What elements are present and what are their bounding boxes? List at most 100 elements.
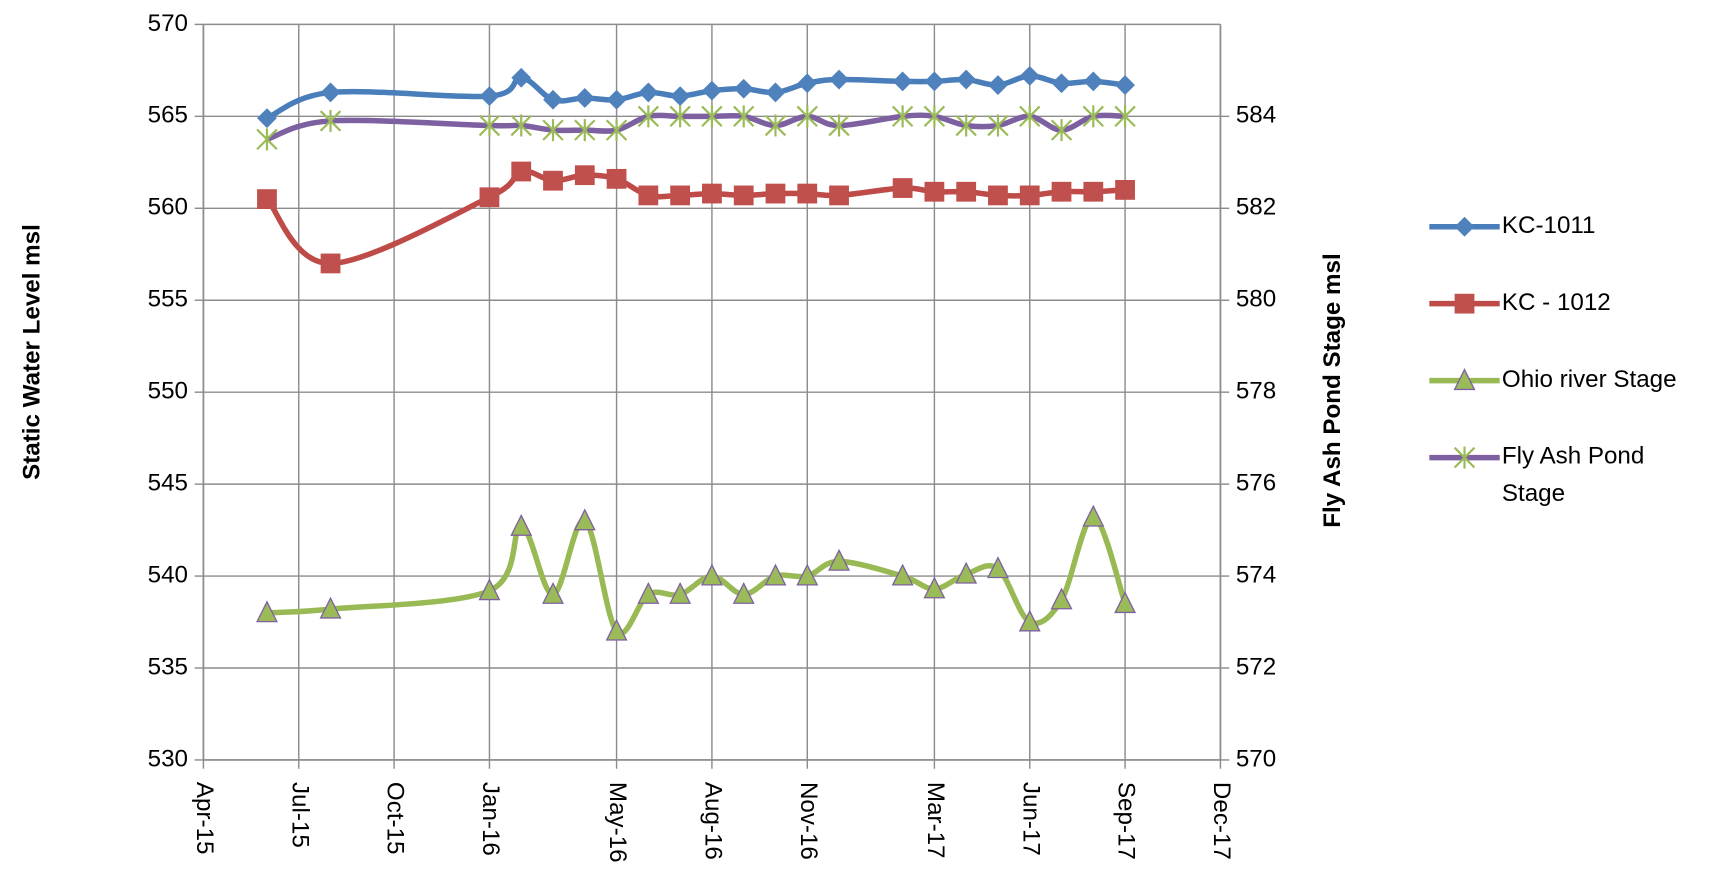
marker (479, 86, 500, 107)
marker (511, 161, 532, 182)
y-tick-label: 530 (148, 745, 188, 772)
marker (892, 71, 913, 92)
marker (987, 114, 1009, 137)
marker (797, 183, 818, 204)
marker (700, 563, 723, 586)
marker (478, 578, 501, 601)
marker (892, 178, 913, 198)
marker (764, 114, 787, 137)
y-tick-label: 570 (148, 10, 188, 37)
y-tick-label: 555 (148, 286, 188, 313)
marker (828, 114, 850, 137)
y2-tick-label: 584 (1236, 102, 1276, 129)
x-tick-label: Jul-15 (286, 782, 313, 848)
marker (638, 82, 659, 103)
marker (765, 183, 786, 204)
marker (829, 69, 849, 90)
legend-item: KC-1011 (1429, 212, 1596, 239)
y-tick-label: 560 (148, 194, 188, 221)
marker (319, 596, 342, 619)
marker (923, 576, 946, 599)
marker (637, 581, 660, 604)
marker (573, 508, 596, 531)
marker (1082, 504, 1105, 527)
marker (669, 581, 692, 604)
marker (702, 80, 722, 101)
x-tick-label: Apr-15 (191, 782, 218, 855)
legend-label: Fly Ash Pond Stage (1502, 443, 1644, 507)
y2-tick-label: 582 (1236, 194, 1276, 221)
y2-tick-label: 570 (1236, 745, 1276, 772)
legend-marker (1454, 293, 1475, 314)
marker (924, 181, 945, 202)
y2-axis-title: Fly Ash Pond Stage msl (1319, 253, 1346, 527)
marker (670, 185, 691, 206)
marker (828, 548, 851, 571)
marker (542, 119, 564, 142)
y2-tick-label: 574 (1236, 561, 1276, 588)
marker (510, 114, 532, 137)
marker (256, 600, 278, 623)
marker (319, 109, 342, 132)
y2-tick-label: 572 (1236, 653, 1276, 680)
marker (1083, 181, 1104, 202)
marker (511, 67, 532, 88)
marker (1051, 73, 1072, 94)
legend-item: KC - 1012 (1429, 289, 1611, 316)
legend-item: Ohio river Stage (1429, 366, 1677, 393)
marker (1083, 71, 1104, 92)
marker (574, 88, 595, 108)
marker (1051, 181, 1072, 202)
y2-tick-label: 578 (1236, 378, 1276, 405)
marker (605, 119, 628, 142)
marker (1019, 105, 1041, 128)
y-tick-label: 565 (148, 102, 188, 129)
legend-label: KC - 1012 (1502, 289, 1611, 316)
legend-label: KC-1011 (1502, 212, 1596, 239)
marker (732, 581, 755, 604)
marker (923, 105, 946, 128)
legend-marker (1453, 368, 1476, 391)
legend-marker (1454, 216, 1475, 237)
marker (320, 82, 341, 103)
y2-tick-label: 580 (1236, 286, 1276, 313)
x-tick-label: Nov-16 (795, 782, 822, 860)
marker (891, 105, 914, 128)
x-tick-label: Dec-17 (1208, 782, 1235, 860)
marker (1115, 179, 1135, 200)
marker (733, 105, 755, 128)
marker (320, 253, 341, 274)
legend-marker (1453, 446, 1476, 469)
x-tick-label: May-16 (604, 782, 631, 863)
marker (988, 185, 1008, 206)
marker (669, 105, 691, 128)
marker (510, 513, 533, 536)
y-tick-label: 550 (148, 378, 188, 405)
marker (1019, 185, 1040, 206)
series-line (264, 168, 1126, 267)
marker (1082, 105, 1104, 128)
marker (956, 181, 977, 202)
y-tick-label: 545 (148, 470, 188, 497)
x-tick-label: Aug-16 (700, 782, 727, 860)
x-tick-label: Jan-16 (477, 782, 504, 856)
legend-item: Fly Ash Pond Stage (1429, 443, 1644, 507)
marker (956, 69, 977, 90)
marker (891, 563, 914, 586)
marker (765, 82, 786, 103)
y-axis-title: Static Water Level msl (18, 224, 45, 480)
marker (955, 561, 978, 584)
marker (1115, 75, 1135, 95)
marker (924, 71, 945, 92)
x-tick-label: Jun-17 (1017, 782, 1044, 856)
marker (1018, 609, 1041, 632)
marker (829, 185, 849, 206)
marker (1114, 591, 1137, 614)
marker (543, 170, 563, 191)
marker (257, 108, 277, 129)
y-tick-label: 535 (148, 653, 188, 680)
marker (701, 105, 723, 128)
marker (796, 563, 819, 586)
marker (670, 86, 691, 107)
